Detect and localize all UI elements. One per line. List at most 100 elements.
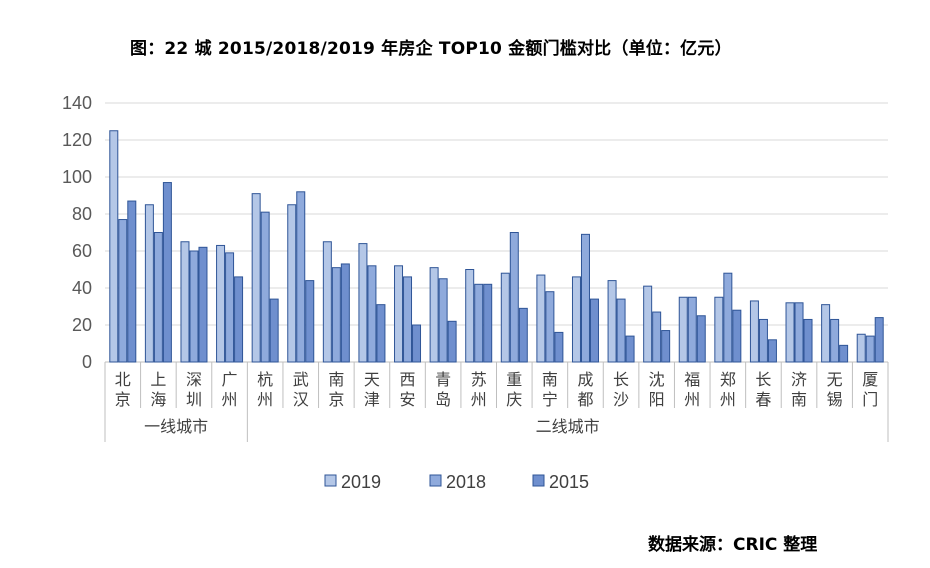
y-tick-label: 0: [82, 352, 92, 372]
legend-swatch-2015: [532, 474, 545, 487]
y-tick-label: 60: [72, 241, 92, 261]
bar-2015-苏州: [483, 283, 493, 363]
bar-2018-长沙: [616, 298, 626, 363]
bar-2019-广州: [216, 244, 226, 363]
bar-2018-无锡: [830, 318, 840, 363]
bar-2019-福州: [678, 296, 688, 363]
bar-2015-南宁: [554, 331, 564, 363]
bar-2018-广州: [225, 252, 235, 363]
bar-2019-南宁: [536, 274, 546, 363]
x-tick-label: 福: [684, 370, 700, 389]
x-tick-label-line2: 阳: [649, 390, 665, 409]
y-tick-label: 100: [62, 167, 92, 187]
x-tick-label: 北: [115, 370, 131, 389]
bar-2019-西安: [394, 265, 404, 363]
bar-2019-南京: [322, 241, 332, 363]
bar-2015-天津: [376, 304, 386, 363]
bar-2019-苏州: [465, 269, 475, 363]
bar-2015-济南: [803, 318, 813, 363]
x-tick-label-line2: 门: [862, 390, 878, 409]
x-tick-label: 厦: [862, 370, 878, 389]
bar-2019-杭州: [251, 193, 261, 363]
x-tick-label: 重: [506, 370, 522, 389]
x-tick-label: 南: [328, 370, 344, 389]
bar-2018-上海: [153, 232, 163, 363]
bar-2018-青岛: [438, 278, 448, 363]
x-tick-label-line2: 京: [328, 390, 344, 409]
bar-2018-郑州: [723, 272, 733, 363]
bar-2019-北京: [109, 130, 119, 363]
x-tick-label-line2: 州: [257, 390, 273, 409]
x-tick-label-line2: 圳: [186, 390, 202, 409]
x-tick-label-line2: 宁: [542, 390, 558, 409]
x-tick-label-line2: 锡: [827, 390, 843, 409]
legend-swatch-2018: [429, 474, 442, 487]
bar-2015-青岛: [447, 320, 457, 363]
bar-2019-天津: [358, 243, 368, 363]
bar-2018-长春: [758, 318, 768, 363]
x-tick-label-line2: 汉: [293, 390, 309, 409]
x-tick-label-line2: 州: [222, 390, 238, 409]
bar-2015-无锡: [839, 344, 849, 363]
bar-2015-成都: [589, 298, 599, 363]
y-tick-label: 80: [72, 204, 92, 224]
y-tick-label: 20: [72, 315, 92, 335]
legend-swatch-2019: [324, 474, 337, 487]
bar-2019-济南: [785, 302, 795, 363]
x-tick-label-line2: 州: [720, 390, 736, 409]
x-tick-label: 无: [827, 370, 843, 389]
legend-label-2015: 2015: [549, 472, 589, 492]
bar-2019-青岛: [429, 267, 439, 363]
bar-2015-上海: [162, 182, 172, 363]
bar-2018-天津: [367, 265, 377, 363]
bar-2019-上海: [144, 204, 154, 363]
bar-2018-西安: [403, 276, 413, 363]
bar-2019-长沙: [607, 280, 617, 363]
bar-2015-厦门: [874, 317, 884, 363]
bar-2015-重庆: [518, 307, 528, 363]
bar-2019-沈阳: [643, 285, 653, 363]
bar-2015-深圳: [198, 246, 208, 363]
legend-label-2019: 2019: [341, 472, 381, 492]
bar-2018-武汉: [296, 191, 306, 363]
bar-2018-杭州: [260, 211, 270, 363]
bar-2019-厦门: [856, 333, 866, 363]
bar-2018-苏州: [474, 283, 484, 363]
x-tick-label: 成: [577, 370, 593, 389]
bar-2015-北京: [127, 200, 137, 363]
bar-2019-深圳: [180, 241, 190, 363]
x-tick-label-line2: 都: [577, 390, 593, 409]
bar-2019-郑州: [714, 296, 724, 363]
bar-2015-南京: [340, 263, 350, 363]
x-tick-label: 济: [791, 370, 807, 389]
bar-2015-武汉: [305, 280, 315, 363]
bar-2015-广州: [234, 276, 244, 363]
x-tick-label-line2: 州: [471, 390, 487, 409]
x-tick-label-line2: 沙: [613, 390, 629, 409]
bar-2015-福州: [696, 315, 706, 363]
group-label: 二线城市: [536, 417, 600, 436]
bar-2015-杭州: [269, 298, 279, 363]
x-tick-label-line2: 海: [150, 390, 166, 409]
x-tick-label: 天: [364, 370, 380, 389]
bar-2018-济南: [794, 302, 804, 363]
bar-2018-南京: [331, 267, 341, 363]
x-tick-label: 深: [186, 370, 202, 389]
bar-2015-长春: [767, 339, 777, 363]
bar-2019-无锡: [821, 304, 831, 363]
x-tick-label-line2: 京: [115, 390, 131, 409]
x-tick-label-line2: 津: [364, 390, 380, 409]
x-tick-label: 杭: [257, 370, 273, 389]
bar-2018-深圳: [189, 250, 199, 363]
legend-label-2018: 2018: [446, 472, 486, 492]
bar-2015-沈阳: [661, 330, 671, 363]
x-tick-label: 南: [542, 370, 558, 389]
bar-2018-成都: [580, 233, 590, 363]
x-tick-label: 长: [755, 370, 771, 389]
x-tick-label-line2: 春: [755, 390, 771, 409]
x-tick-label: 上: [150, 370, 166, 389]
chart-title: 图：22 城 2015/2018/2019 年房企 TOP10 金额门槛对比（单…: [130, 39, 732, 59]
x-tick-label: 苏: [471, 370, 487, 389]
